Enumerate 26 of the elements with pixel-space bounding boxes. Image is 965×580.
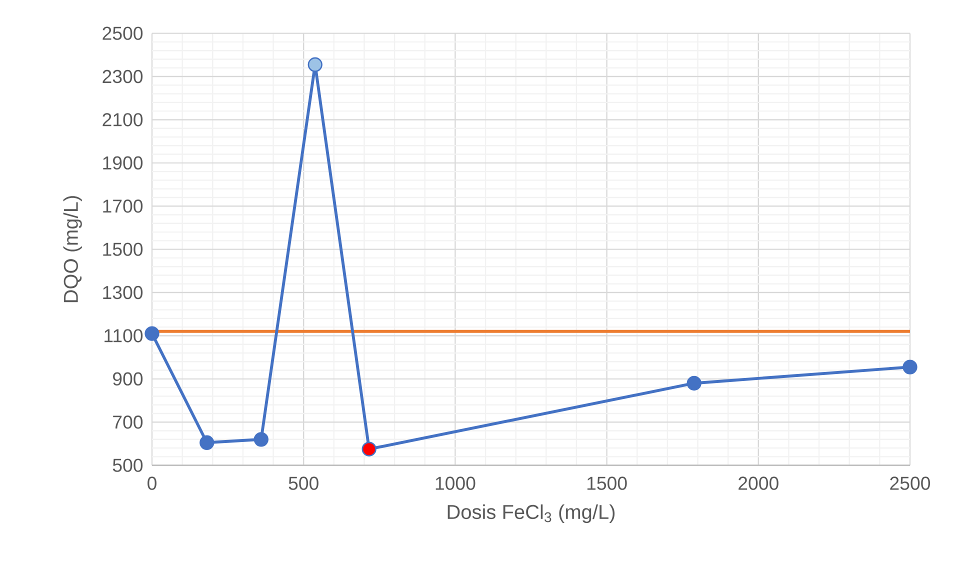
- y-tick-label: 1500: [103, 242, 143, 256]
- x-tick-label: 1500: [587, 476, 627, 490]
- point: [144, 326, 160, 341]
- y-tick-label: 2500: [102, 26, 143, 40]
- y-tick-label: 1100: [104, 329, 143, 342]
- point: [902, 360, 918, 374]
- point: [362, 442, 376, 456]
- x-tick-label: 0: [148, 476, 156, 490]
- y-tick-label: 2300: [102, 70, 143, 84]
- x-tick-label: 500: [288, 476, 318, 490]
- y-tick-label: 500: [112, 458, 143, 472]
- x-tick-label: 2500: [890, 476, 930, 490]
- point: [200, 435, 214, 450]
- y-tick-label: 700: [113, 415, 143, 429]
- y-tick-label: 1900: [103, 156, 143, 170]
- y-tick-label: 1300: [103, 286, 143, 300]
- y-tick-label: 1700: [103, 199, 143, 213]
- x-tick-label: 1000: [436, 476, 476, 490]
- point: [686, 376, 702, 391]
- point: [308, 57, 322, 72]
- y-tick-label: 900: [113, 372, 143, 386]
- y-axis-title: DQO (mg/L): [63, 196, 82, 302]
- y-tick-label: 2100: [102, 113, 143, 126]
- x-tick-label: 2000: [738, 476, 778, 490]
- x-axis-title: Dosis FeCl$_{3}$ (mg/L): [448, 504, 615, 524]
- point: [254, 432, 268, 447]
